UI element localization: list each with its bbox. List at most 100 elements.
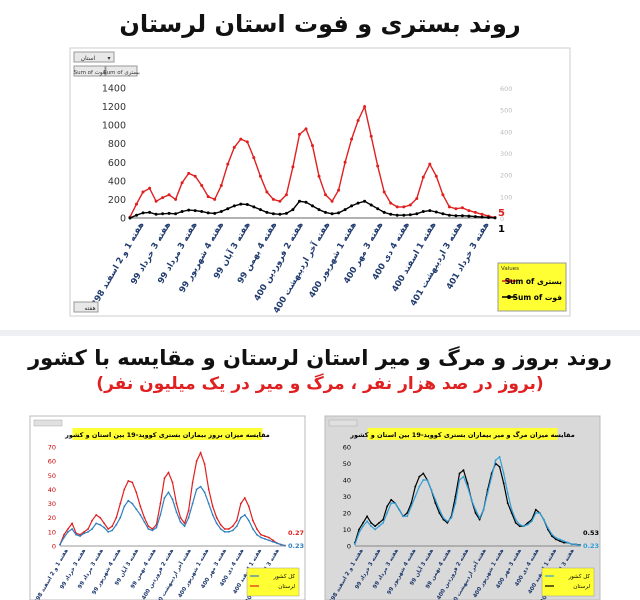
data-point bbox=[127, 499, 130, 502]
data-point bbox=[200, 184, 204, 187]
data-point bbox=[358, 528, 360, 531]
data-point bbox=[111, 525, 114, 528]
chevron-down-icon: ▾ bbox=[107, 55, 110, 62]
data-point bbox=[159, 502, 162, 505]
data-point bbox=[410, 502, 413, 504]
data-point bbox=[235, 525, 238, 528]
data-point bbox=[382, 190, 386, 194]
data-point bbox=[226, 162, 230, 166]
data-point bbox=[428, 162, 432, 166]
y-tick-label: 30 bbox=[48, 500, 56, 508]
data-point bbox=[223, 528, 226, 530]
data-point bbox=[447, 213, 451, 217]
data-point bbox=[119, 502, 122, 505]
data-point bbox=[428, 209, 432, 213]
y-tick-label: 70 bbox=[48, 444, 56, 452]
data-point bbox=[343, 208, 347, 212]
data-point bbox=[171, 498, 174, 501]
data-point bbox=[252, 205, 256, 209]
data-point bbox=[434, 174, 438, 178]
data-point bbox=[256, 533, 258, 536]
data-point bbox=[551, 535, 553, 537]
data-point bbox=[362, 525, 364, 528]
y2-tick-label: 100 bbox=[500, 193, 512, 201]
data-point bbox=[174, 197, 178, 201]
data-point bbox=[264, 538, 266, 540]
mini-chart-title: مقایسه میزان بروز بیماران بستری کووید-19… bbox=[64, 431, 270, 439]
data-point bbox=[362, 522, 364, 524]
data-point bbox=[337, 188, 341, 192]
data-point bbox=[219, 210, 223, 213]
data-point bbox=[559, 540, 561, 542]
data-point bbox=[260, 533, 262, 536]
data-point bbox=[278, 199, 282, 203]
data-point bbox=[571, 543, 573, 546]
y-tick-label: 0 bbox=[120, 214, 126, 225]
y-tick-label: 40 bbox=[48, 486, 56, 494]
data-point bbox=[474, 512, 477, 514]
data-point bbox=[369, 134, 373, 138]
data-point bbox=[390, 498, 393, 501]
data-point bbox=[534, 508, 537, 511]
data-point bbox=[398, 508, 401, 511]
data-point bbox=[450, 517, 453, 519]
data-point bbox=[311, 204, 314, 208]
footer-field-button[interactable]: هفته bbox=[73, 301, 99, 313]
field-button[interactable]: Sum of فوت bbox=[73, 65, 106, 77]
data-point bbox=[226, 207, 230, 211]
y-tick-label: 1200 bbox=[102, 102, 126, 113]
data-point bbox=[414, 485, 417, 488]
field-button[interactable]: Sum of بستری bbox=[103, 65, 140, 77]
data-point bbox=[575, 543, 577, 546]
y-tick-label: 60 bbox=[343, 444, 351, 452]
data-point bbox=[148, 186, 152, 190]
data-point bbox=[272, 539, 274, 542]
data-point bbox=[148, 210, 152, 214]
data-point bbox=[514, 518, 517, 521]
data-point bbox=[135, 491, 138, 494]
data-point bbox=[278, 212, 282, 216]
data-point bbox=[161, 212, 165, 216]
data-point bbox=[438, 508, 441, 511]
data-point bbox=[67, 531, 69, 533]
data-point bbox=[245, 203, 249, 206]
y-tick-label: 600 bbox=[108, 158, 126, 169]
data-point bbox=[187, 208, 191, 212]
legend-marker bbox=[507, 295, 511, 299]
filter-button[interactable]: استان ▾ bbox=[73, 51, 115, 63]
data-point bbox=[343, 160, 347, 164]
data-point bbox=[207, 488, 210, 491]
data-point bbox=[211, 514, 214, 516]
data-point bbox=[350, 204, 354, 208]
data-point bbox=[99, 523, 102, 526]
data-point bbox=[324, 210, 327, 214]
data-point bbox=[363, 105, 367, 109]
data-point bbox=[418, 485, 421, 488]
y2-tick-label: 500 bbox=[500, 107, 512, 115]
data-point bbox=[163, 477, 166, 479]
data-point bbox=[143, 516, 146, 519]
y-tick-label: 20 bbox=[48, 514, 56, 522]
data-point bbox=[179, 521, 182, 523]
data-point bbox=[284, 193, 288, 197]
data-point bbox=[147, 528, 150, 530]
data-point bbox=[215, 522, 218, 525]
comparison-charts: مقایسه میزان بروز بیماران بستری کووید-19… bbox=[29, 415, 601, 600]
end-label-hosp: 5 bbox=[498, 208, 505, 219]
data-point bbox=[304, 127, 308, 131]
data-point bbox=[473, 210, 477, 214]
field-button-box bbox=[105, 65, 138, 77]
data-point bbox=[268, 536, 270, 539]
field-button-box bbox=[73, 65, 106, 77]
data-point bbox=[83, 531, 85, 533]
data-point bbox=[494, 459, 497, 462]
y-tick-label: 50 bbox=[343, 460, 351, 468]
data-point bbox=[498, 456, 501, 458]
data-point bbox=[211, 505, 214, 508]
data-point bbox=[438, 512, 441, 514]
data-point bbox=[151, 529, 154, 532]
data-point bbox=[386, 505, 388, 508]
data-point bbox=[187, 509, 190, 512]
data-point bbox=[175, 511, 178, 513]
data-point bbox=[159, 514, 162, 516]
